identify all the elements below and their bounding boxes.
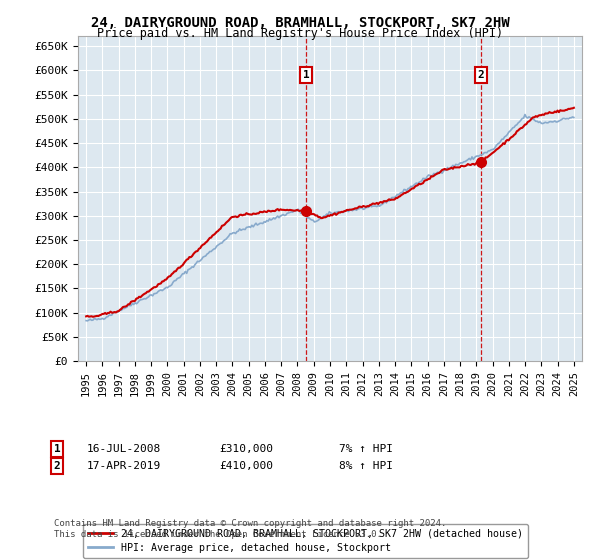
Text: 7% ↑ HPI: 7% ↑ HPI (339, 444, 393, 454)
Text: Contains HM Land Registry data © Crown copyright and database right 2024.
This d: Contains HM Land Registry data © Crown c… (54, 520, 446, 539)
Text: £310,000: £310,000 (219, 444, 273, 454)
Text: 17-APR-2019: 17-APR-2019 (87, 461, 161, 471)
Text: £410,000: £410,000 (219, 461, 273, 471)
Text: 16-JUL-2008: 16-JUL-2008 (87, 444, 161, 454)
Text: 24, DAIRYGROUND ROAD, BRAMHALL, STOCKPORT, SK7 2HW: 24, DAIRYGROUND ROAD, BRAMHALL, STOCKPOR… (91, 16, 509, 30)
Text: 8% ↑ HPI: 8% ↑ HPI (339, 461, 393, 471)
Text: 1: 1 (53, 444, 61, 454)
Legend: 24, DAIRYGROUND ROAD, BRAMHALL, STOCKPORT, SK7 2HW (detached house), HPI: Averag: 24, DAIRYGROUND ROAD, BRAMHALL, STOCKPOR… (83, 524, 528, 558)
Text: 2: 2 (478, 70, 484, 80)
Text: 2: 2 (53, 461, 61, 471)
Text: 1: 1 (303, 70, 310, 80)
Text: Price paid vs. HM Land Registry's House Price Index (HPI): Price paid vs. HM Land Registry's House … (97, 27, 503, 40)
